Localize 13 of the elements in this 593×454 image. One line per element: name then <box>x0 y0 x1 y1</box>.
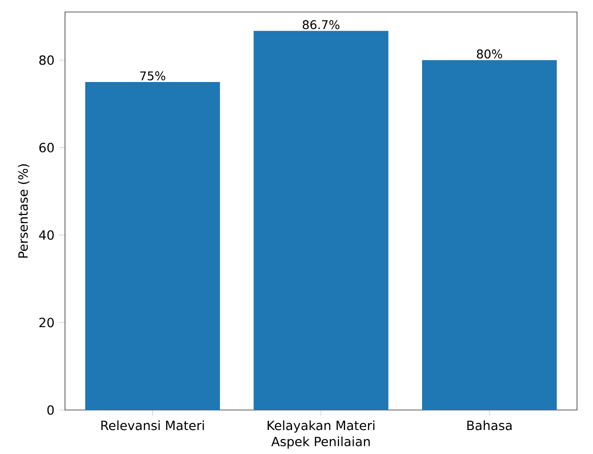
x-tick-label: Bahasa <box>467 420 512 430</box>
y-tick-label: 80 <box>39 55 54 65</box>
y-tick-label: 20 <box>39 318 54 328</box>
data-label: 75% <box>140 71 166 80</box>
data-label: 86.7% <box>302 20 340 30</box>
x-tick-label: Relevansi Materi <box>101 420 204 430</box>
x-tick-label: Kelayakan Materi <box>268 420 374 433</box>
y-tick-label: 60 <box>39 142 54 152</box>
y-axis-title: Persentase (%) <box>18 164 30 258</box>
x-axis-title: Aspek Penilaian <box>271 436 370 449</box>
data-label: 80% <box>476 49 502 59</box>
y-tick-label: 40 <box>39 230 54 240</box>
y-tick-label: 0 <box>47 405 54 415</box>
